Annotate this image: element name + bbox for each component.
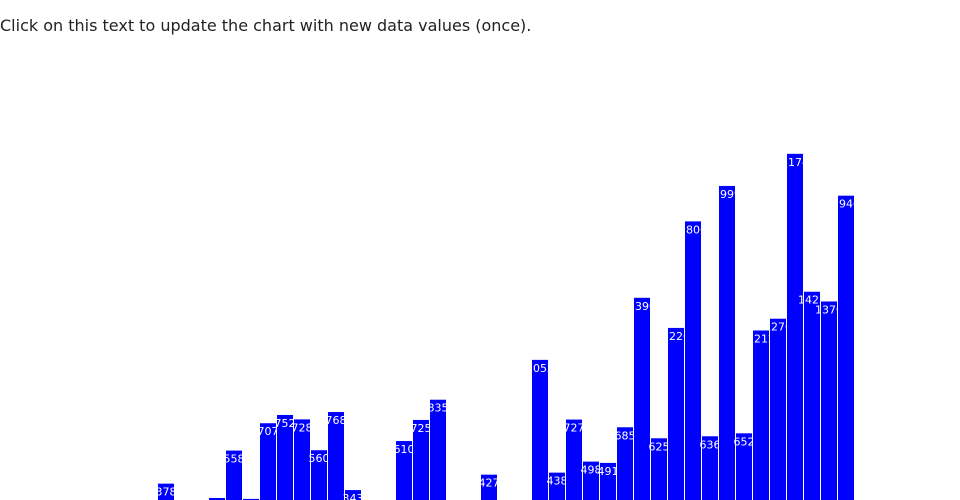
bar (328, 412, 344, 500)
bar (685, 221, 701, 500)
bar (719, 185, 735, 500)
bar-label: 558 (224, 453, 245, 466)
bar-label: 1052 (526, 362, 554, 375)
bar-label: 1370 (815, 303, 843, 316)
bar-label: 625 (649, 440, 670, 453)
bar (736, 433, 752, 500)
bar (413, 419, 429, 500)
bar (566, 419, 582, 500)
bar-label: 427 (479, 477, 500, 490)
bar (260, 423, 276, 500)
bar (311, 450, 327, 500)
bar (158, 483, 174, 500)
bar (345, 490, 361, 500)
bar-label: 2174 (781, 156, 809, 169)
bar-label: 685 (615, 429, 636, 442)
bar-label: 1423 (798, 294, 826, 307)
bar-label: 636 (700, 438, 721, 451)
bar (430, 399, 446, 500)
bar-label: 835 (428, 402, 449, 415)
bar-label: 725 (411, 422, 432, 435)
bar (821, 301, 837, 500)
bar-label: 438 (547, 475, 568, 488)
bar (804, 291, 820, 500)
bar (549, 472, 565, 500)
bar (702, 436, 718, 500)
bar-label: 343 (343, 492, 364, 500)
bar-label: 1806 (679, 223, 707, 236)
bar (532, 359, 548, 500)
bar-label: 491 (598, 465, 619, 478)
bar (753, 330, 769, 500)
bar-label: 1226 (662, 330, 690, 343)
bar-label: 498 (581, 464, 602, 477)
bar (600, 462, 616, 500)
bar-label: 727 (564, 422, 585, 435)
bar-label: 768 (326, 414, 347, 427)
bar (787, 153, 803, 500)
bar (481, 474, 497, 500)
bar (243, 498, 259, 500)
bar (617, 427, 633, 500)
bar (294, 419, 310, 500)
bar-label: 1999 (713, 188, 741, 201)
bar-label: 652 (734, 435, 755, 448)
bar-label: 1390 (628, 300, 656, 313)
bar (226, 450, 242, 500)
bar (277, 414, 293, 500)
bar-label: 1212 (747, 332, 775, 345)
bar-label: 752 (275, 417, 296, 430)
bar-label: 707 (258, 425, 279, 438)
bar (838, 195, 854, 500)
bar (770, 318, 786, 500)
bar-label: 728 (292, 421, 313, 434)
bar (396, 441, 412, 500)
bar-label: 610 (394, 443, 415, 456)
bar (668, 327, 684, 500)
bar (634, 297, 650, 500)
bar-label: 1276 (764, 321, 792, 334)
bar (651, 438, 667, 500)
bar-label: 1946 (832, 198, 860, 211)
update-link[interactable]: Click on this text to update the chart w… (0, 16, 532, 35)
bar-label: 560 (309, 452, 330, 465)
bar (209, 497, 225, 500)
bar (583, 461, 599, 500)
bar-label: 378 (156, 486, 177, 499)
